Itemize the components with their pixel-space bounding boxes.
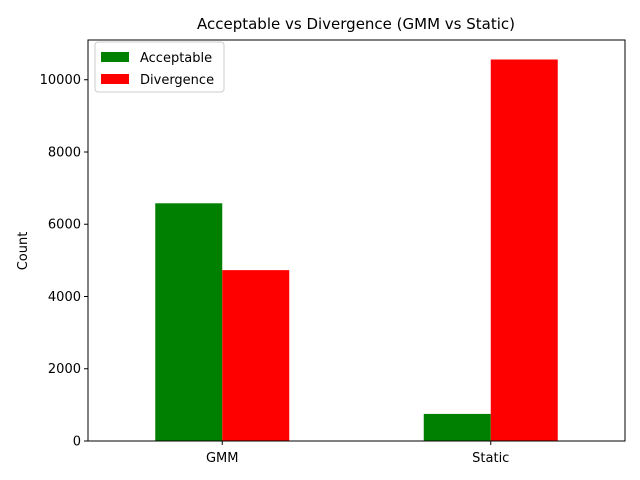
bar-acceptable-static xyxy=(423,413,491,441)
bar-divergence-gmm xyxy=(222,270,290,441)
plot-frame xyxy=(87,39,626,442)
chart-title: Acceptable vs Divergence (GMM vs Static) xyxy=(197,15,515,33)
y-tick-label: 10000 xyxy=(40,73,81,88)
bar-divergence-static xyxy=(490,59,558,441)
legend-swatch-acceptable xyxy=(101,52,129,62)
y-tick-label: 4000 xyxy=(48,290,81,305)
bars-group xyxy=(155,59,558,441)
y-tick-label: 2000 xyxy=(48,362,81,377)
legend-label-divergence: Divergence xyxy=(140,73,214,88)
y-tick-label: 6000 xyxy=(48,218,81,233)
legend: Acceptable Divergence xyxy=(94,41,225,93)
y-tick-label: 8000 xyxy=(48,145,81,160)
legend-swatch-divergence xyxy=(101,74,129,84)
x-tick-label: GMM xyxy=(206,451,239,466)
y-axis-label: Count xyxy=(16,232,31,271)
y-tick-label: 0 xyxy=(73,435,81,450)
legend-label-acceptable: Acceptable xyxy=(140,51,212,66)
x-tick-label: Static xyxy=(472,451,509,466)
bar-acceptable-gmm xyxy=(155,203,223,441)
axes-group: 0 2000 4000 6000 8000 10000 GMM Static xyxy=(40,39,626,466)
